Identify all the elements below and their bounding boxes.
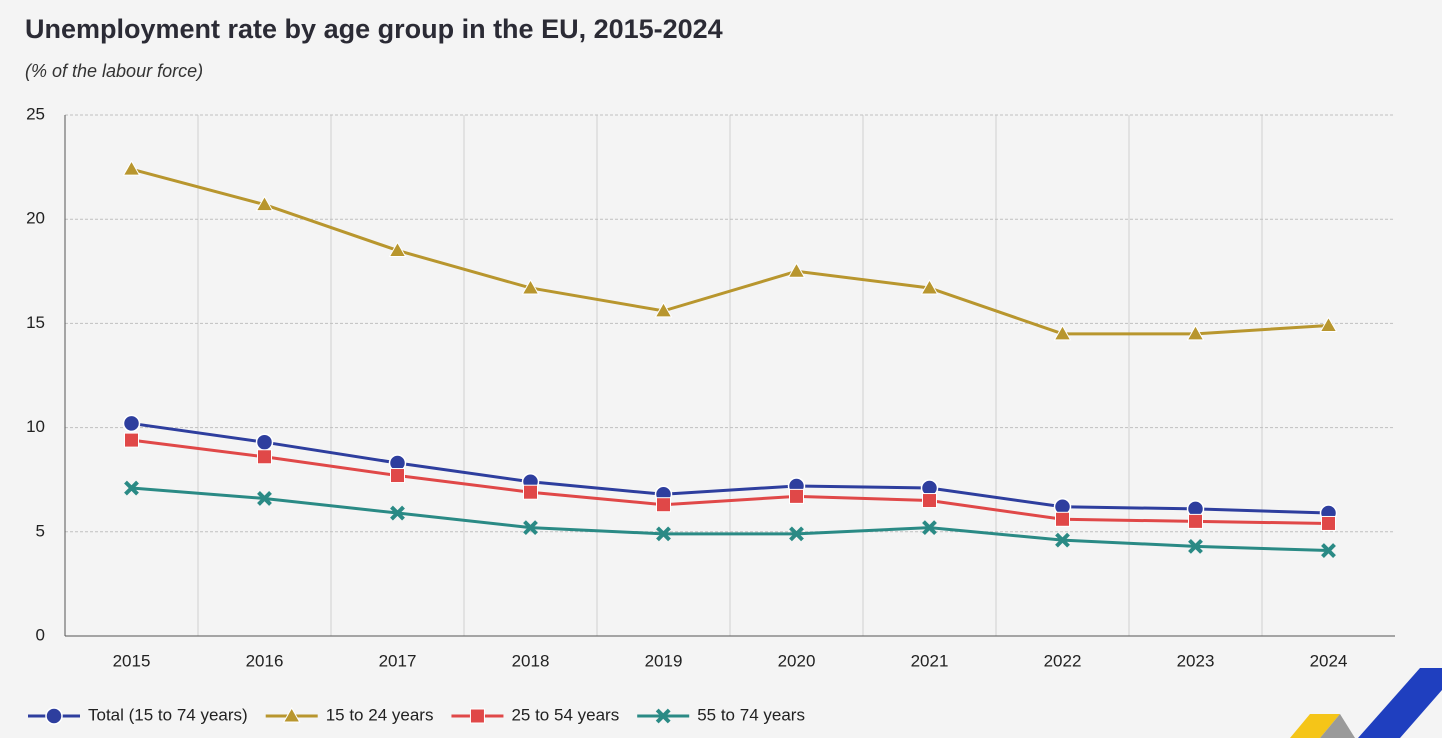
marker bbox=[1186, 324, 1205, 341]
marker bbox=[257, 449, 272, 465]
y-tick-label: 10 bbox=[26, 417, 45, 436]
marker bbox=[122, 414, 141, 433]
marker bbox=[388, 241, 407, 257]
legend-item: 15 to 24 years bbox=[265, 705, 434, 724]
x-tick-label: 2022 bbox=[1044, 651, 1082, 670]
marker bbox=[521, 278, 540, 295]
chart-title: Unemployment rate by age group in the EU… bbox=[25, 14, 723, 44]
marker bbox=[789, 526, 804, 542]
marker bbox=[787, 262, 806, 278]
series-line bbox=[131, 167, 1329, 336]
marker bbox=[257, 491, 272, 506]
marker bbox=[1319, 316, 1338, 332]
marker bbox=[1188, 538, 1203, 554]
marker bbox=[789, 488, 804, 504]
marker bbox=[45, 707, 63, 725]
marker bbox=[255, 195, 274, 212]
marker bbox=[1055, 532, 1070, 548]
legend-item: 55 to 74 years bbox=[637, 705, 805, 724]
legend-label: 55 to 74 years bbox=[697, 705, 805, 724]
legend-item: 25 to 54 years bbox=[451, 705, 619, 724]
y-tick-label: 25 bbox=[26, 104, 45, 123]
chart-subtitle: (% of the labour force) bbox=[25, 61, 203, 81]
y-tick-label: 15 bbox=[26, 313, 45, 332]
marker bbox=[920, 278, 939, 295]
marker bbox=[1055, 511, 1070, 527]
marker bbox=[1321, 515, 1336, 531]
x-tick-label: 2019 bbox=[645, 651, 683, 670]
marker bbox=[1188, 513, 1203, 529]
marker bbox=[124, 480, 139, 496]
marker bbox=[282, 706, 301, 723]
legend-label: 15 to 24 years bbox=[326, 705, 434, 724]
marker bbox=[469, 708, 485, 724]
series-line bbox=[131, 421, 1329, 515]
marker bbox=[654, 301, 673, 318]
marker bbox=[390, 468, 405, 484]
x-tick-label: 2016 bbox=[246, 651, 284, 670]
series-line bbox=[131, 438, 1329, 525]
marker bbox=[656, 526, 671, 542]
x-tick-label: 2023 bbox=[1177, 651, 1215, 670]
series-line bbox=[131, 486, 1329, 553]
y-tick-label: 20 bbox=[26, 209, 45, 228]
marker bbox=[655, 708, 671, 724]
marker bbox=[1053, 324, 1072, 341]
marker bbox=[390, 505, 405, 521]
x-tick-label: 2015 bbox=[113, 651, 151, 670]
marker bbox=[255, 433, 274, 451]
marker bbox=[523, 484, 538, 500]
x-tick-label: 2020 bbox=[778, 651, 816, 670]
legend-label: 25 to 54 years bbox=[511, 705, 619, 724]
logo bbox=[1290, 668, 1442, 738]
x-tick-label: 2021 bbox=[911, 651, 949, 670]
legend-item: Total (15 to 74 years) bbox=[28, 705, 248, 725]
marker bbox=[523, 520, 538, 536]
marker bbox=[922, 520, 937, 536]
x-tick-label: 2024 bbox=[1310, 651, 1348, 670]
legend-label: Total (15 to 74 years) bbox=[88, 705, 248, 724]
marker bbox=[656, 497, 671, 513]
x-tick-label: 2017 bbox=[379, 651, 417, 670]
marker bbox=[922, 493, 937, 509]
marker bbox=[122, 160, 141, 176]
marker bbox=[1321, 543, 1336, 558]
y-tick-label: 0 bbox=[36, 625, 45, 644]
x-tick-label: 2018 bbox=[512, 651, 550, 670]
marker bbox=[124, 432, 139, 448]
y-tick-label: 5 bbox=[36, 521, 45, 540]
